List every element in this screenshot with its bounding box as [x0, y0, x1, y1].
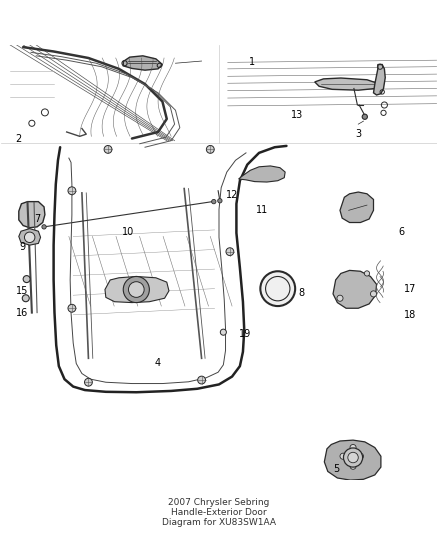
Polygon shape — [19, 201, 45, 228]
Circle shape — [68, 304, 76, 312]
Circle shape — [226, 248, 234, 256]
Circle shape — [350, 445, 356, 450]
Polygon shape — [123, 56, 162, 70]
Text: 12: 12 — [226, 190, 238, 200]
Circle shape — [371, 291, 377, 297]
Circle shape — [23, 276, 30, 282]
Text: 6: 6 — [399, 227, 405, 237]
Polygon shape — [324, 440, 381, 480]
Text: 16: 16 — [16, 308, 28, 318]
Text: 7: 7 — [34, 214, 40, 224]
Circle shape — [220, 329, 226, 335]
Text: 8: 8 — [299, 288, 305, 298]
Circle shape — [337, 295, 343, 301]
Text: 15: 15 — [16, 286, 28, 296]
Text: 19: 19 — [239, 329, 251, 340]
Circle shape — [260, 271, 295, 306]
Circle shape — [42, 225, 46, 229]
Polygon shape — [374, 64, 385, 95]
Circle shape — [343, 448, 363, 467]
Text: 2007 Chrysler Sebring
Handle-Exterior Door
Diagram for XU83SW1AA: 2007 Chrysler Sebring Handle-Exterior Do… — [162, 498, 276, 527]
Polygon shape — [239, 166, 285, 182]
Circle shape — [348, 453, 358, 463]
Polygon shape — [19, 229, 41, 245]
Polygon shape — [315, 78, 380, 90]
Polygon shape — [340, 192, 374, 222]
Circle shape — [85, 378, 92, 386]
Circle shape — [364, 271, 370, 276]
Text: 13: 13 — [291, 110, 304, 119]
Text: 11: 11 — [256, 205, 268, 215]
Circle shape — [22, 295, 29, 302]
Text: 17: 17 — [404, 284, 417, 294]
Text: 2: 2 — [15, 133, 21, 143]
Circle shape — [362, 114, 367, 119]
Circle shape — [206, 146, 214, 154]
Text: 4: 4 — [155, 358, 161, 368]
Circle shape — [212, 199, 216, 204]
Circle shape — [128, 282, 144, 297]
Text: 10: 10 — [121, 227, 134, 237]
Circle shape — [218, 199, 222, 203]
Text: 9: 9 — [19, 243, 25, 252]
Circle shape — [340, 453, 346, 459]
Circle shape — [25, 232, 35, 243]
Circle shape — [350, 463, 356, 469]
Polygon shape — [333, 270, 377, 308]
Circle shape — [68, 187, 76, 195]
Circle shape — [104, 146, 112, 154]
Circle shape — [198, 376, 205, 384]
Text: 3: 3 — [355, 129, 361, 139]
Polygon shape — [105, 277, 169, 303]
Text: 18: 18 — [404, 310, 417, 320]
Text: 1: 1 — [249, 58, 255, 67]
Circle shape — [357, 453, 364, 459]
Text: 5: 5 — [333, 464, 339, 474]
Circle shape — [123, 277, 149, 303]
